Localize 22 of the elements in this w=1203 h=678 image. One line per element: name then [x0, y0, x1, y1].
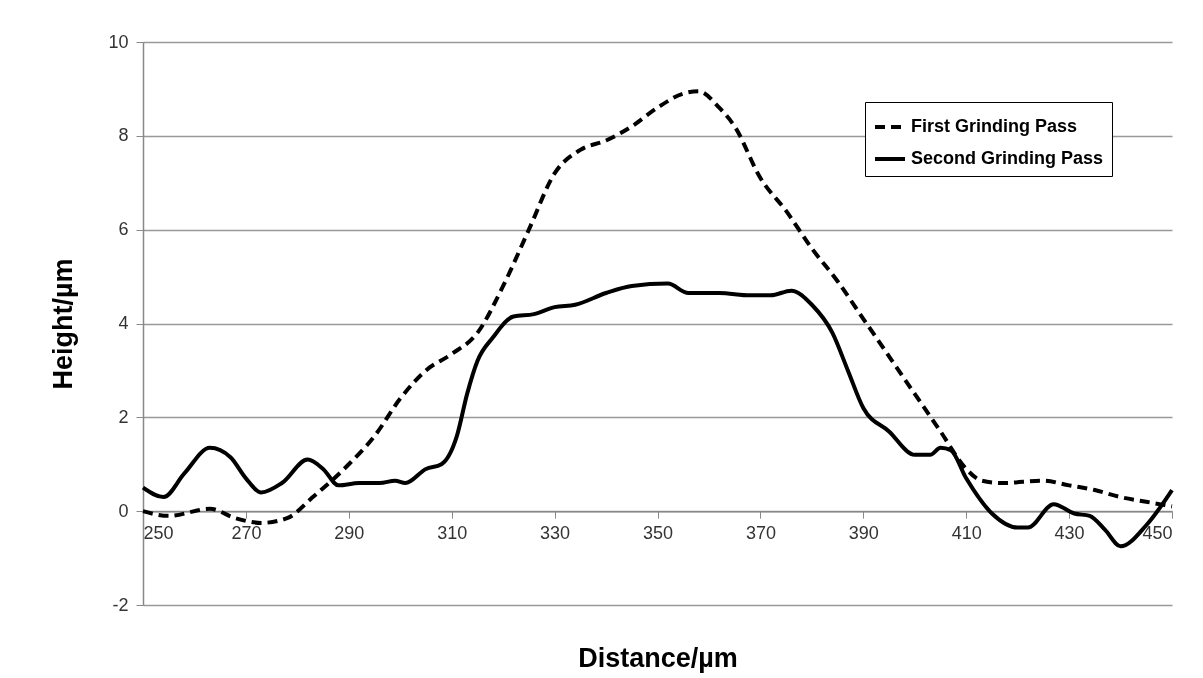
x-tick-label: 310: [437, 522, 468, 543]
y-tick-label: 2: [118, 406, 129, 427]
y-tick-label: 0: [118, 500, 129, 521]
y-axis-title: Height/µm: [48, 258, 79, 390]
x-tick-label: 370: [745, 522, 776, 543]
x-tick-label: 410: [951, 522, 982, 543]
legend-label: Second Grinding Pass: [911, 148, 1104, 168]
x-tick-label: 390: [848, 522, 879, 543]
x-tick-label: 330: [540, 522, 571, 543]
y-tick-label: 4: [118, 313, 129, 333]
x-tick-label: 290: [334, 522, 365, 543]
x-tick-label: 350: [642, 522, 674, 543]
x-tick-label: 450: [1142, 522, 1173, 543]
y-tick-label: -2: [112, 594, 129, 615]
y-tick-label: 8: [118, 125, 129, 146]
y-tick-label: 10: [108, 31, 129, 52]
x-axis-title: Distance/µm: [578, 642, 738, 673]
y-tick-label: 6: [118, 219, 129, 240]
legend-label: First Grinding Pass: [911, 116, 1078, 136]
x-tick-label: 270: [231, 522, 262, 543]
x-tick-label: 250: [143, 522, 174, 543]
x-tick-label: 430: [1054, 522, 1085, 543]
